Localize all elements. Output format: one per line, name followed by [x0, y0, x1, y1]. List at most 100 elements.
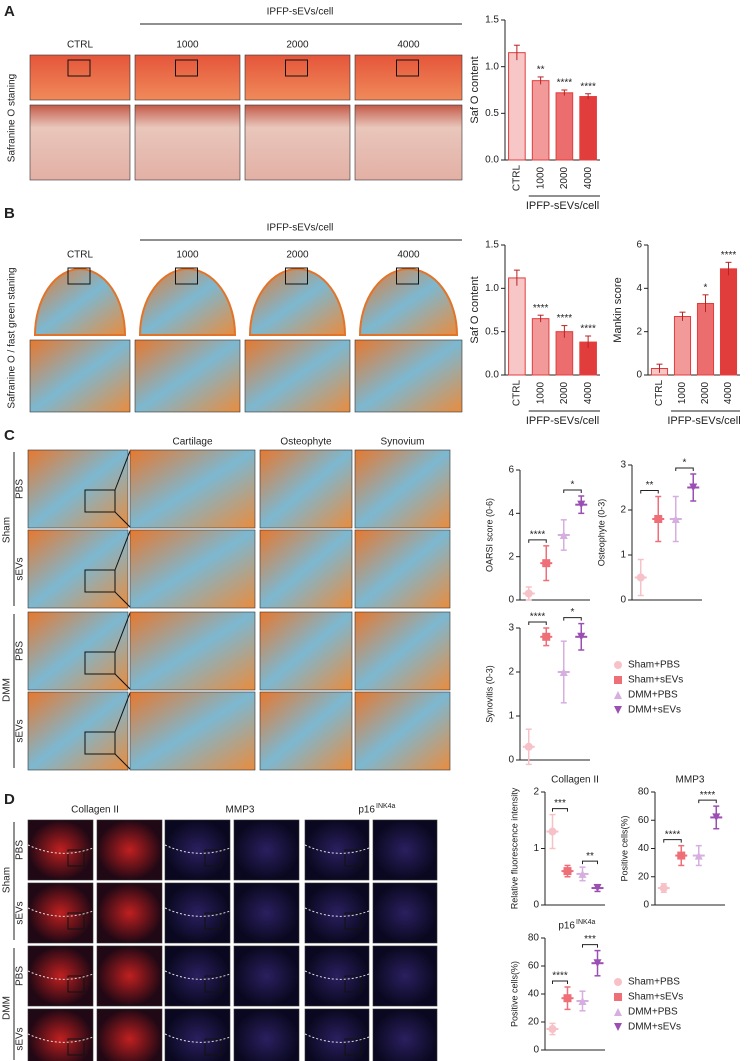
marker: [659, 884, 668, 893]
label: INK4a: [376, 803, 396, 810]
marker: [712, 813, 721, 822]
label: sEVs: [15, 901, 26, 924]
y-tick-label: 6: [508, 465, 514, 476]
bar: [531, 80, 550, 161]
significance: ****: [700, 790, 716, 801]
marker: [689, 483, 698, 492]
label: DMM: [2, 678, 13, 702]
label: Cartilage: [172, 437, 212, 448]
label: Synovitis (0-3): [484, 665, 494, 723]
marker: [524, 589, 533, 598]
micrograph: [233, 1008, 300, 1061]
micrograph: [138, 268, 237, 336]
zoom-line: [114, 511, 131, 528]
micrograph: [372, 882, 438, 944]
legend-label: Sham+PBS: [628, 977, 680, 988]
bracket: [528, 621, 547, 625]
legend-marker: [614, 691, 622, 699]
bracket: [640, 490, 659, 494]
legend-label: DMM+sEVs: [628, 705, 681, 716]
micrograph: [259, 611, 353, 691]
label: Osteophyte: [280, 437, 332, 448]
inset-box: [396, 267, 419, 285]
marker: [577, 632, 586, 641]
inset-box: [285, 267, 308, 285]
boundary: [304, 1033, 370, 1043]
bar: [555, 92, 574, 161]
label: 2000: [700, 381, 711, 404]
x-axis-label: IPFP-sEVs/cell: [526, 415, 599, 427]
significance: ***: [554, 798, 566, 809]
label: CTRL: [67, 250, 94, 261]
inset-box: [67, 59, 91, 77]
significance: ****: [665, 829, 681, 840]
micrograph: [129, 611, 256, 691]
label: PBS: [15, 840, 26, 860]
micrograph: [134, 54, 241, 101]
legend-label: DMM+PBS: [628, 690, 678, 701]
inset-box: [67, 849, 85, 867]
inset-box: [175, 267, 198, 285]
legend-marker: [614, 706, 622, 714]
significance: ****: [580, 324, 596, 335]
micrograph: [96, 882, 163, 944]
y-tick-label: 0.0: [485, 155, 499, 166]
y-tick-label: 1: [620, 550, 626, 561]
label: 4000: [723, 381, 734, 404]
boundary: [164, 907, 231, 917]
label: 2000: [286, 40, 309, 51]
boundary: [304, 907, 370, 917]
bar: [673, 316, 692, 376]
significance: ****: [530, 529, 546, 540]
y-tick-label: 2: [508, 551, 514, 562]
micrograph: [29, 104, 131, 181]
label: sEVs: [15, 719, 26, 742]
label: Positive cells(%): [509, 961, 519, 1027]
label: 2000: [559, 381, 570, 404]
zoom-line: [114, 673, 131, 690]
micrograph: [27, 449, 129, 529]
y-tick-label: 20: [638, 871, 650, 882]
inset-box: [67, 267, 91, 285]
label: IPFP-sEVs/cell: [267, 223, 334, 234]
bar: [508, 52, 526, 161]
significance: **: [646, 480, 654, 491]
inset-box: [344, 849, 362, 867]
boundary: [164, 844, 231, 854]
label: 1000: [677, 381, 688, 404]
y-tick-label: 2: [533, 787, 539, 798]
significance: *: [704, 282, 708, 293]
label: Collagen II: [71, 805, 119, 816]
significance: ****: [557, 313, 573, 324]
inset-box: [67, 912, 85, 930]
micrograph: [354, 339, 463, 413]
micrograph: [96, 819, 163, 881]
boundary: [27, 844, 94, 854]
bracket: [563, 617, 582, 621]
bracket: [582, 860, 598, 865]
legend-marker: [614, 978, 622, 986]
legend-label: DMM+PBS: [628, 1007, 678, 1018]
y-tick-label: 1: [533, 843, 539, 854]
panel-label: C: [4, 427, 15, 444]
micrograph: [134, 339, 241, 413]
micrograph: [27, 611, 129, 691]
bracket: [528, 539, 547, 543]
inset-box: [84, 569, 116, 593]
micrograph: [129, 691, 256, 771]
y-tick-label: 4: [508, 508, 514, 519]
micrograph: [233, 945, 300, 1007]
significance: **: [586, 851, 594, 862]
label: CTRL: [512, 165, 523, 192]
micrograph: [96, 945, 163, 1007]
legend-marker: [614, 1023, 622, 1031]
micrograph: [354, 529, 451, 609]
inset-box: [285, 59, 308, 77]
label: Safranine O / fast green staning: [7, 267, 18, 408]
marker: [563, 867, 572, 876]
boundary: [27, 907, 94, 917]
micrograph: [129, 449, 256, 529]
zoom-line: [114, 612, 131, 653]
label: 1000: [176, 250, 199, 261]
marker: [636, 573, 645, 582]
